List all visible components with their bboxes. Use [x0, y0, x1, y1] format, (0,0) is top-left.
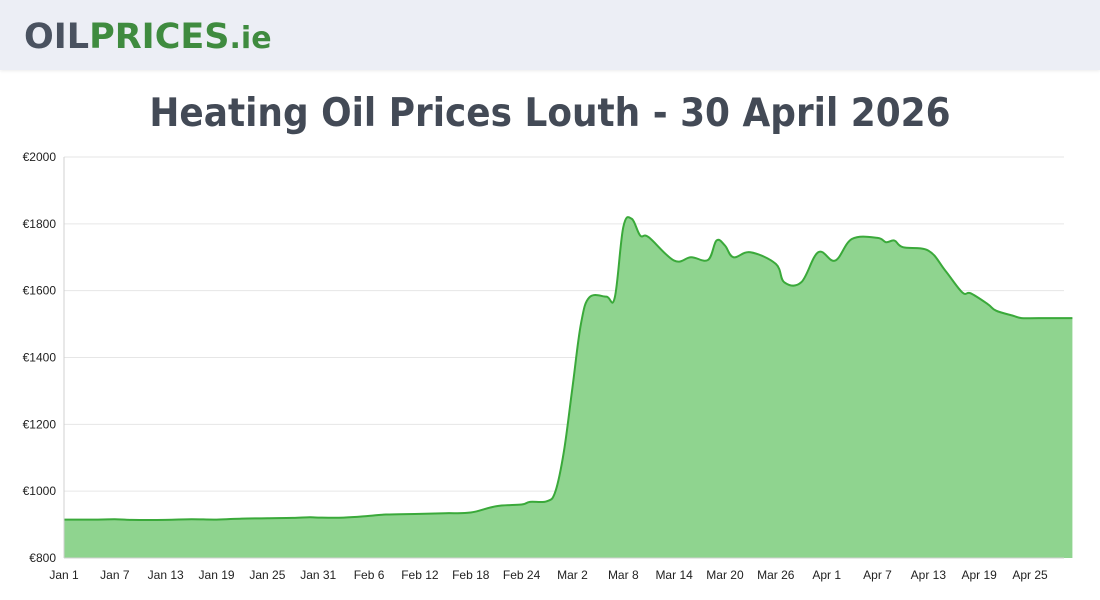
x-tick-label: Mar 20: [706, 568, 744, 582]
x-tick-label: Jan 13: [148, 568, 184, 582]
x-tick-label: Feb 18: [452, 568, 490, 582]
logo-text-ie: .ie: [229, 21, 272, 56]
y-axis-ticks: €800 €1000 €1200 €1400 €1600 €1800 €2000: [23, 150, 57, 565]
x-tick-label: Mar 8: [608, 568, 639, 582]
x-tick-label: Apr 25: [1012, 568, 1048, 582]
x-tick-label: Apr 13: [911, 568, 947, 582]
x-tick-label: Apr 19: [962, 568, 998, 582]
y-tick-label: €1000: [23, 484, 57, 498]
x-tick-label: Jan 1: [49, 568, 79, 582]
x-tick-label: Feb 24: [503, 568, 541, 582]
x-tick-label: Apr 7: [863, 568, 892, 582]
y-tick-label: €2000: [23, 150, 57, 164]
x-tick-label: Jan 19: [199, 568, 235, 582]
logo-text-prices: PRICES: [89, 17, 230, 57]
x-tick-label: Mar 26: [757, 568, 795, 582]
x-tick-label: Mar 14: [655, 568, 693, 582]
chart-title: Heating Oil Prices Louth - 30 April 2026: [149, 91, 951, 136]
x-axis-ticks: Jan 1 Jan 7 Jan 13 Jan 19 Jan 25 Jan 31 Feb 6 F…: [49, 568, 1048, 582]
x-tick-label: Mar 2: [557, 568, 588, 582]
logo-text-oil: OIL: [24, 17, 90, 57]
x-tick-label: Jan 31: [300, 568, 336, 582]
site-logo[interactable]: OILPRICES.ie: [24, 14, 272, 62]
y-tick-label: €1400: [23, 351, 57, 365]
x-tick-label: Feb 6: [354, 568, 385, 582]
series-line: [63, 216, 1073, 521]
y-tick-label: €1200: [23, 417, 57, 431]
chart-area-layer: [63, 216, 1073, 558]
y-tick-label: €800: [29, 551, 56, 565]
chart-grid: [64, 156, 1064, 559]
x-tick-label: Feb 12: [401, 568, 439, 582]
y-tick-label: €1800: [23, 217, 57, 231]
price-chart: €800 €1000 €1200 €1400 €1600 €1800 €2000 Jan 1…: [23, 150, 1073, 582]
x-tick-label: Apr 1: [812, 568, 841, 582]
y-tick-label: €1600: [23, 284, 57, 298]
site-header: OILPRICES.ie: [0, 0, 1100, 70]
chart-axes: [63, 157, 1064, 559]
x-tick-label: Jan 25: [249, 568, 285, 582]
series-area: [64, 217, 1073, 558]
x-tick-label: Jan 7: [100, 568, 130, 582]
